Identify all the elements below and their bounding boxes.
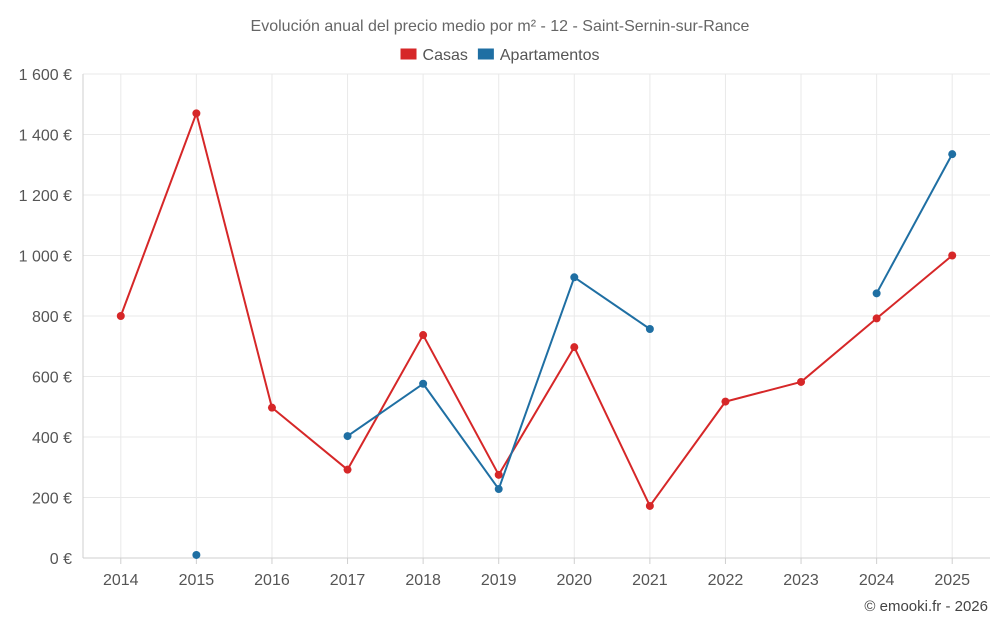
x-tick-label: 2018 bbox=[405, 572, 441, 589]
y-axis: 0 € 200 € 400 € 600 € 800 € 1 000 € 1 200 € 1 4… bbox=[19, 67, 84, 568]
legend-label-casas: Casas bbox=[423, 47, 468, 64]
x-tick-label: 2022 bbox=[708, 572, 744, 589]
apartamentos-point-2024 bbox=[872, 289, 881, 298]
y-tick-label: 1 200 € bbox=[19, 188, 72, 205]
x-tick-label: 2017 bbox=[330, 572, 366, 589]
x-tick-label: 2024 bbox=[859, 572, 895, 589]
apartamentos-point-2015 bbox=[192, 550, 201, 559]
apartamentos-line-segment bbox=[875, 153, 954, 294]
y-tick-label: 0 € bbox=[50, 551, 72, 568]
casas-line-segment bbox=[119, 112, 953, 507]
x-tick-label: 2020 bbox=[556, 572, 592, 589]
casas-point-2024 bbox=[872, 314, 881, 323]
legend: Casas Apartamentos bbox=[400, 47, 600, 64]
casas-point-2018 bbox=[419, 331, 428, 340]
casas-point-2019 bbox=[494, 470, 503, 479]
x-tick-label: 2015 bbox=[179, 572, 215, 589]
series-apartamentos bbox=[192, 150, 957, 559]
x-axis: 2014 2015 2016 2017 2018 2019 2020 2021 2022 2023… bbox=[83, 557, 990, 589]
casas-point-2015 bbox=[192, 109, 201, 118]
y-tick-label: 800 € bbox=[32, 309, 72, 326]
y-tick-label: 600 € bbox=[32, 370, 72, 387]
apartamentos-point-2021 bbox=[645, 325, 654, 334]
x-tick-label: 2016 bbox=[254, 572, 290, 589]
legend-swatch-apartamentos bbox=[477, 48, 494, 60]
apartamentos-point-2019 bbox=[494, 485, 503, 494]
credit-text: © emooki.fr - 2026 bbox=[864, 598, 988, 615]
casas-point-2023 bbox=[797, 377, 806, 386]
casas-point-2014 bbox=[116, 312, 125, 320]
y-tick-label: 1 400 € bbox=[19, 128, 72, 145]
chart-title: Evolución anual del precio medio por m² … bbox=[251, 18, 750, 35]
apartamentos-point-2018 bbox=[419, 379, 428, 388]
casas-point-2021 bbox=[645, 501, 654, 510]
x-tick-label: 2023 bbox=[783, 572, 819, 589]
y-tick-label: 1 600 € bbox=[19, 67, 72, 84]
series-layer bbox=[116, 109, 957, 559]
apartamentos-point-2017 bbox=[343, 432, 352, 441]
casas-point-2020 bbox=[570, 343, 579, 352]
casas-point-2017 bbox=[343, 465, 352, 474]
x-tick-label: 2021 bbox=[632, 572, 668, 589]
legend-swatch-casas bbox=[400, 48, 417, 60]
apartamentos-point-2020 bbox=[570, 273, 579, 282]
apartamentos-point-2025 bbox=[948, 150, 957, 159]
casas-point-2025 bbox=[948, 251, 957, 260]
legend-label-apartamentos: Apartamentos bbox=[500, 47, 600, 64]
x-tick-label: 2014 bbox=[103, 572, 139, 589]
casas-point-2022 bbox=[721, 397, 730, 406]
y-tick-label: 200 € bbox=[32, 491, 72, 508]
y-tick-label: 1 000 € bbox=[19, 249, 72, 266]
casas-point-2016 bbox=[267, 403, 276, 412]
gridlines bbox=[83, 73, 990, 559]
series-casas bbox=[116, 109, 957, 510]
y-tick-label: 400 € bbox=[32, 430, 72, 447]
x-tick-label: 2025 bbox=[934, 572, 970, 589]
x-tick-label: 2019 bbox=[481, 572, 517, 589]
